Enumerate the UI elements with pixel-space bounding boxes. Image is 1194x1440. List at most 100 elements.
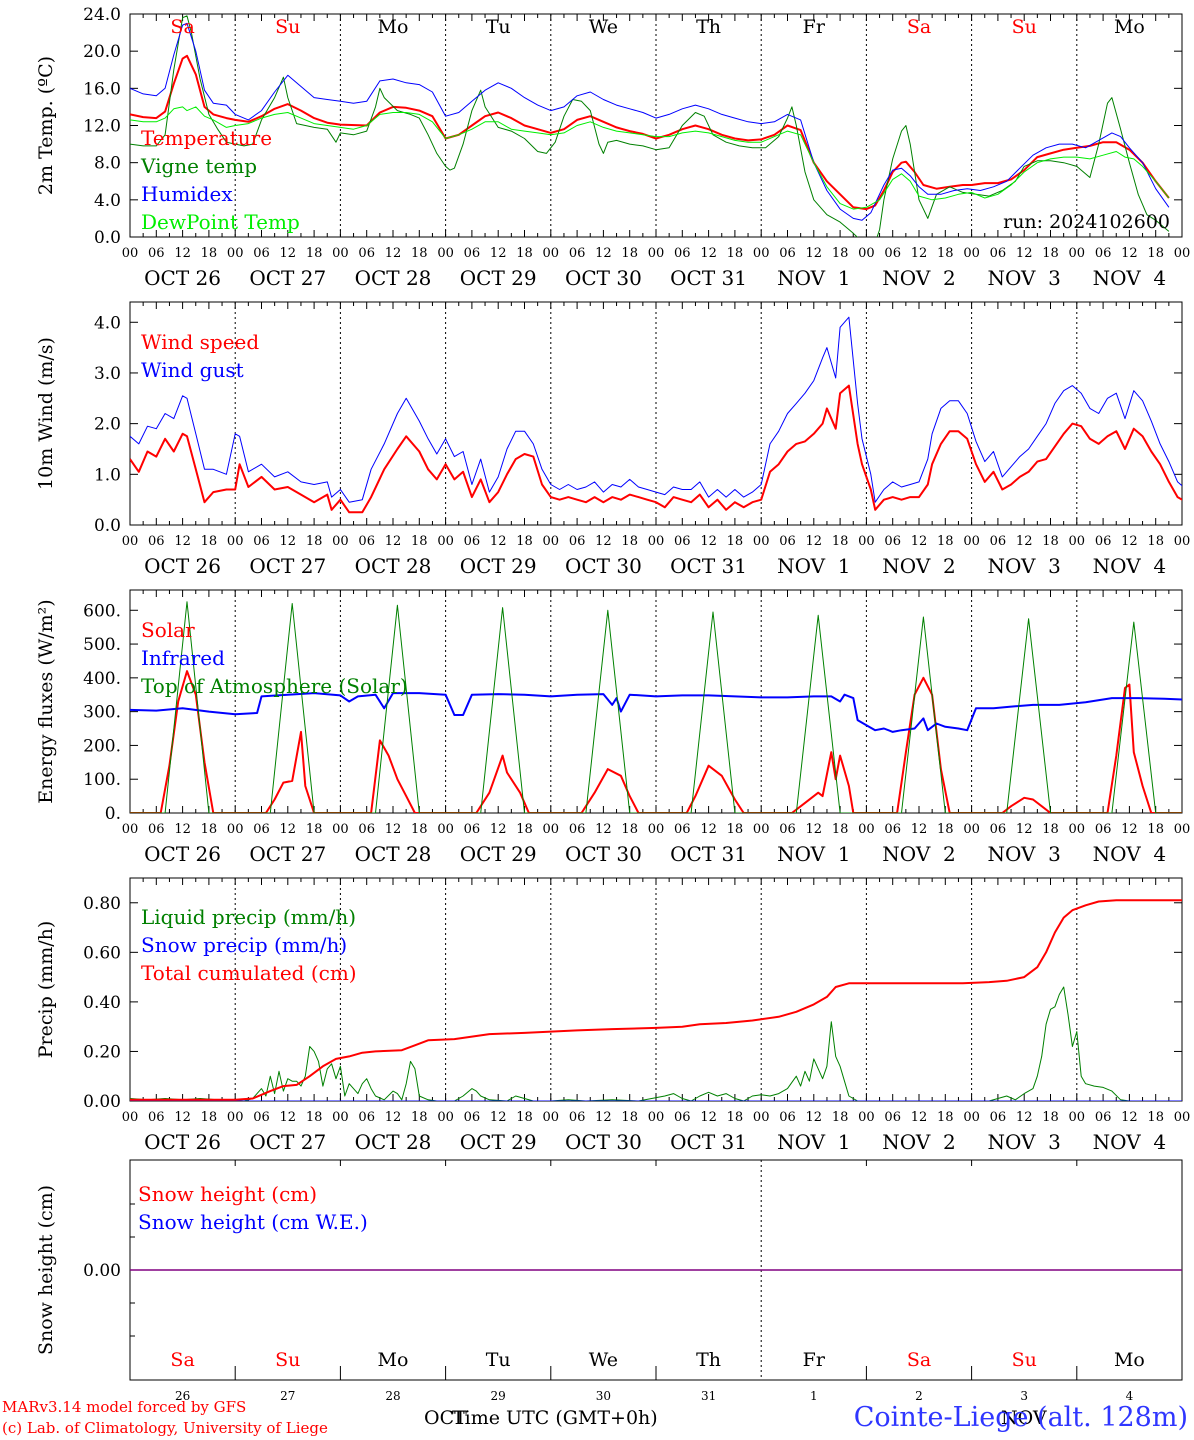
hour-label: 06: [358, 822, 375, 837]
hour-label: 12: [700, 1110, 717, 1125]
y-tick-label: 24.0: [83, 5, 121, 25]
day-number-label: 28: [385, 1389, 400, 1403]
y-tick-label: 0.80: [83, 894, 121, 914]
hour-label: 18: [201, 534, 218, 549]
day-label: NOV 2: [882, 266, 955, 290]
hour-label: 00: [963, 1110, 980, 1125]
hour-label: 18: [621, 246, 638, 261]
day-label: NOV 2: [882, 1130, 955, 1154]
hour-label: 06: [990, 1110, 1007, 1125]
hour-label: 12: [595, 1110, 612, 1125]
hour-label: 12: [595, 246, 612, 261]
hour-label: 12: [385, 534, 402, 549]
hour-label: 00: [332, 534, 349, 549]
day-label: NOV 4: [1093, 842, 1166, 866]
day-label: NOV 4: [1093, 554, 1166, 578]
day-number-label: 2: [915, 1389, 923, 1403]
series-group: [130, 601, 1182, 813]
hour-label: 06: [464, 822, 481, 837]
legend-entry: Wind speed: [141, 330, 259, 354]
hour-label: 12: [490, 246, 507, 261]
weekday-label: Th: [696, 16, 721, 38]
day-label: OCT 26: [144, 842, 221, 866]
day-number-label: 4: [1126, 1389, 1134, 1403]
legend-entry: Wind gust: [141, 358, 244, 382]
hour-label: 18: [1042, 246, 1059, 261]
weekday-label: Tu: [486, 1349, 511, 1371]
weekday-label: Sa: [170, 1349, 194, 1371]
hour-label: 18: [832, 246, 849, 261]
hour-label: 00: [122, 822, 139, 837]
legend-entry: Liquid precip (mm/h): [141, 905, 356, 929]
hour-label: 00: [543, 246, 560, 261]
hour-label: 00: [227, 246, 244, 261]
hour-label: 12: [1016, 1110, 1033, 1125]
hour-label: 00: [227, 1110, 244, 1125]
hour-label: 06: [779, 822, 796, 837]
panel-wind: 0.0 1.0 2.0 3.0 4.0 10m Wind (m/s) Wind speed W…: [35, 301, 1191, 578]
panel-snow: 0.00 Snow height (cm) Snow height (cm) Snow…: [35, 1159, 1183, 1403]
hour-label: 00: [437, 534, 454, 549]
y-tick-label: 0.20: [83, 1042, 121, 1062]
month-label-oct: OCT: [424, 1407, 467, 1429]
hour-label: 06: [884, 822, 901, 837]
hour-label: 18: [306, 246, 323, 261]
y-tick-label: 0.40: [83, 993, 121, 1013]
hour-label: 12: [595, 822, 612, 837]
hour-label: 12: [1121, 822, 1138, 837]
hour-label: 18: [621, 1110, 638, 1125]
weekday-label: We: [589, 1349, 618, 1371]
hour-label: 00: [1174, 534, 1191, 549]
y-axis-label: Precip (mm/h): [35, 921, 57, 1059]
day-label: NOV 1: [777, 266, 850, 290]
hour-label: 12: [700, 822, 717, 837]
hour-label: 12: [806, 1110, 823, 1125]
day-label: OCT 29: [460, 842, 537, 866]
hour-label: 12: [490, 1110, 507, 1125]
hour-label: 18: [727, 1110, 744, 1125]
hour-label: 18: [1147, 1110, 1164, 1125]
hour-label: 18: [621, 534, 638, 549]
weekday-label: Sa: [170, 16, 194, 38]
hour-label: 18: [1147, 822, 1164, 837]
series-wind-gust: [130, 316, 1182, 503]
hour-label: 12: [385, 246, 402, 261]
hour-label: 18: [727, 822, 744, 837]
hour-label: 18: [306, 1110, 323, 1125]
day-label: OCT 28: [355, 266, 432, 290]
day-label: OCT 30: [565, 842, 642, 866]
hour-label: 18: [1042, 534, 1059, 549]
y-axis-label: 2m Temp. (ºC): [35, 56, 57, 195]
month-label-nov: NOV: [1001, 1407, 1047, 1429]
weekday-label: Tu: [486, 16, 511, 38]
y-tick-label: 0.0: [94, 516, 121, 536]
y-tick-label: 1.0: [94, 465, 121, 485]
day-label: OCT 29: [460, 1130, 537, 1154]
day-label: NOV 4: [1093, 266, 1166, 290]
y-tick-label: 3.0: [94, 364, 121, 384]
hour-label: 06: [1095, 1110, 1112, 1125]
hour-label: 12: [1121, 246, 1138, 261]
y-axis-label: Snow height (cm): [35, 1185, 57, 1355]
hour-label: 12: [385, 822, 402, 837]
y-tick-label: 4.0: [94, 313, 121, 333]
hour-label: 06: [148, 1110, 165, 1125]
day-label: OCT 30: [565, 1130, 642, 1154]
hour-label: 18: [1147, 246, 1164, 261]
hour-label: 18: [411, 246, 428, 261]
weekday-label: Mo: [378, 16, 409, 38]
series-group: [130, 15, 1170, 237]
day-label: OCT 30: [565, 554, 642, 578]
hour-label: 18: [1042, 822, 1059, 837]
day-label: OCT 26: [144, 266, 221, 290]
hour-label: 00: [858, 1110, 875, 1125]
hour-label: 00: [543, 534, 560, 549]
hour-label: 18: [411, 1110, 428, 1125]
hour-label: 00: [1069, 822, 1086, 837]
hour-label: 00: [753, 822, 770, 837]
y-tick-label: 400.: [83, 669, 121, 689]
y-tick-label: 20.0: [83, 42, 121, 62]
day-number-label: 30: [596, 1389, 611, 1403]
day-label: OCT 29: [460, 554, 537, 578]
hour-label: 06: [464, 534, 481, 549]
